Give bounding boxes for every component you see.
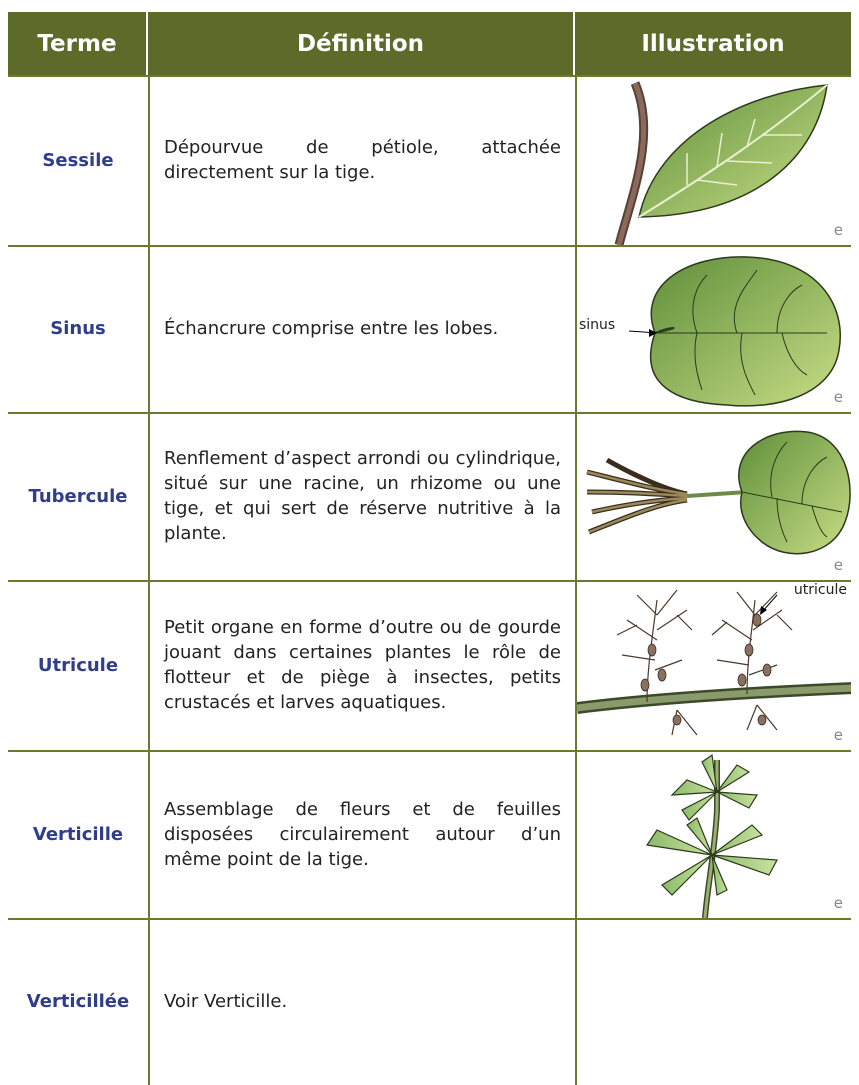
term-cell: Verticille (8, 750, 148, 918)
table-row: Verticille Assemblage de fleurs et de feu… (8, 750, 851, 918)
header-definition: Définition (148, 12, 575, 75)
table-row: Verticillée Voir Verticille. (8, 918, 851, 1085)
table-row: Tubercule Renflement d’aspect arrondi ou … (8, 412, 851, 580)
row-divider (8, 580, 851, 582)
term-cell: Sinus (8, 245, 148, 412)
definition-cell: Échancrure comprise entre les lobes. (148, 245, 575, 412)
definition: Voir Verticille. (164, 991, 288, 1012)
term: Sinus (50, 318, 106, 339)
definition: Assemblage de fleurs et de feuilles disp… (164, 798, 561, 870)
illustration-cell: e (575, 412, 851, 580)
definition-cell: Petit organe en forme d’outre ou de gour… (148, 580, 575, 750)
illustration-cell: e (575, 75, 851, 245)
definition: Petit organe en forme d’outre ou de gour… (164, 617, 561, 713)
table-row: Sessile Dépourvue de pétiole, attachée di… (8, 75, 851, 245)
definition: Échancrure comprise entre les lobes. (164, 318, 499, 339)
definition-cell: Voir Verticille. (148, 918, 575, 1085)
illustration-credit: e (834, 221, 843, 239)
illustration-cell: e (575, 750, 851, 918)
illustration-cell: sinus e (575, 245, 851, 412)
illustration: utricule e (577, 582, 851, 744)
illustration-cell (575, 918, 851, 1085)
illustration-label: sinus (579, 317, 615, 333)
header-term: Terme (8, 12, 148, 75)
row-divider (8, 75, 851, 77)
row-divider (8, 750, 851, 752)
illustration: sinus e (579, 256, 843, 407)
row-divider (8, 412, 851, 414)
term: Utricule (37, 654, 119, 676)
definition-cell: Assemblage de fleurs et de feuilles disp… (148, 750, 575, 918)
term-cell: Sessile (8, 75, 148, 245)
definition: Renflement d’aspect arrondi ou cylindriq… (164, 448, 561, 544)
row-divider (8, 245, 851, 247)
illustration-label: utricule (794, 582, 847, 598)
term: Verticillée (26, 991, 130, 1012)
illustration-credit: e (834, 894, 843, 912)
definition: Dépourvue de pétiole, attachée directeme… (164, 137, 561, 183)
row-divider (8, 918, 851, 920)
illustration-credit: e (834, 726, 843, 744)
illustration (577, 918, 851, 1085)
illustration-credit: e (834, 556, 843, 574)
term-cell: Verticillée (8, 918, 148, 1085)
definition-cell: Dépourvue de pétiole, attachée directeme… (148, 75, 575, 245)
illustration: e (614, 81, 843, 245)
illustration: e (586, 430, 851, 574)
term-cell: Tubercule (8, 412, 148, 580)
term-cell: Utricule (8, 580, 148, 750)
term: Tubercule (28, 485, 128, 507)
table-row: Sinus Échancrure comprise entre les lobes… (8, 245, 851, 412)
illustration-cell: utricule e (575, 580, 851, 750)
header-illustration: Illustration (575, 12, 851, 75)
illustration-credit: e (834, 388, 843, 406)
term: Sessile (42, 149, 114, 171)
term: Verticille (32, 823, 124, 845)
illustration: e (645, 753, 843, 918)
table-row: Utricule Petit organe en forme d’outre ou… (8, 580, 851, 750)
definition-cell: Renflement d’aspect arrondi ou cylindriq… (148, 412, 575, 580)
